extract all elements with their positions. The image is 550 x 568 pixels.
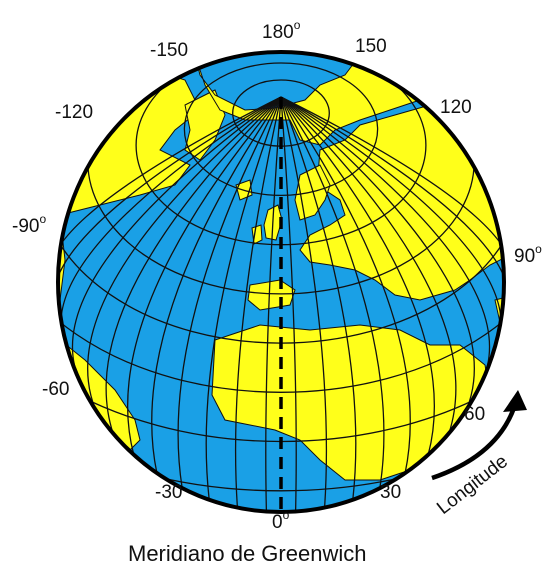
longitude-arrow-head [503,390,527,412]
label-90: 90o [514,242,542,267]
meridian-line [71,96,282,384]
meridian-line [151,96,282,474]
meridian-line [87,96,282,410]
meridian-line [265,96,282,512]
meridian-line [280,96,357,500]
meridian-line [105,96,282,434]
meridian-line [280,96,491,384]
meridian-line [280,96,475,410]
label-minus-150: -150 [150,40,188,61]
longitude-arrow [431,401,519,481]
meridian-line [280,96,385,489]
meridian-line [280,96,297,512]
parallel-line [58,52,504,393]
label-30: 30 [380,482,401,503]
label-0: 0o [272,508,290,533]
meridian-line [280,96,504,327]
meridian-line [58,96,282,297]
parallel-line [58,52,504,492]
meridian-line [234,96,282,508]
label-150: 150 [355,36,387,57]
label-minus-60: -60 [42,379,69,400]
parallel-line [183,62,379,197]
label-minus-30: -30 [155,482,182,503]
meridian-line [280,96,411,474]
label-180: 180o [262,18,301,43]
label-minus-120: -120 [55,102,93,123]
globe-outline [56,50,506,514]
meridian-line [280,96,328,508]
label-120: 120 [440,97,472,118]
meridian-line [58,96,282,327]
meridian-line [177,96,282,489]
caption: Meridiano de Greenwich [128,541,366,566]
label-minus-90: -90o [12,212,46,237]
label-60: 60 [464,404,485,425]
meridian-line [280,96,504,297]
meridian-line [205,96,282,500]
meridian-line [280,96,457,434]
